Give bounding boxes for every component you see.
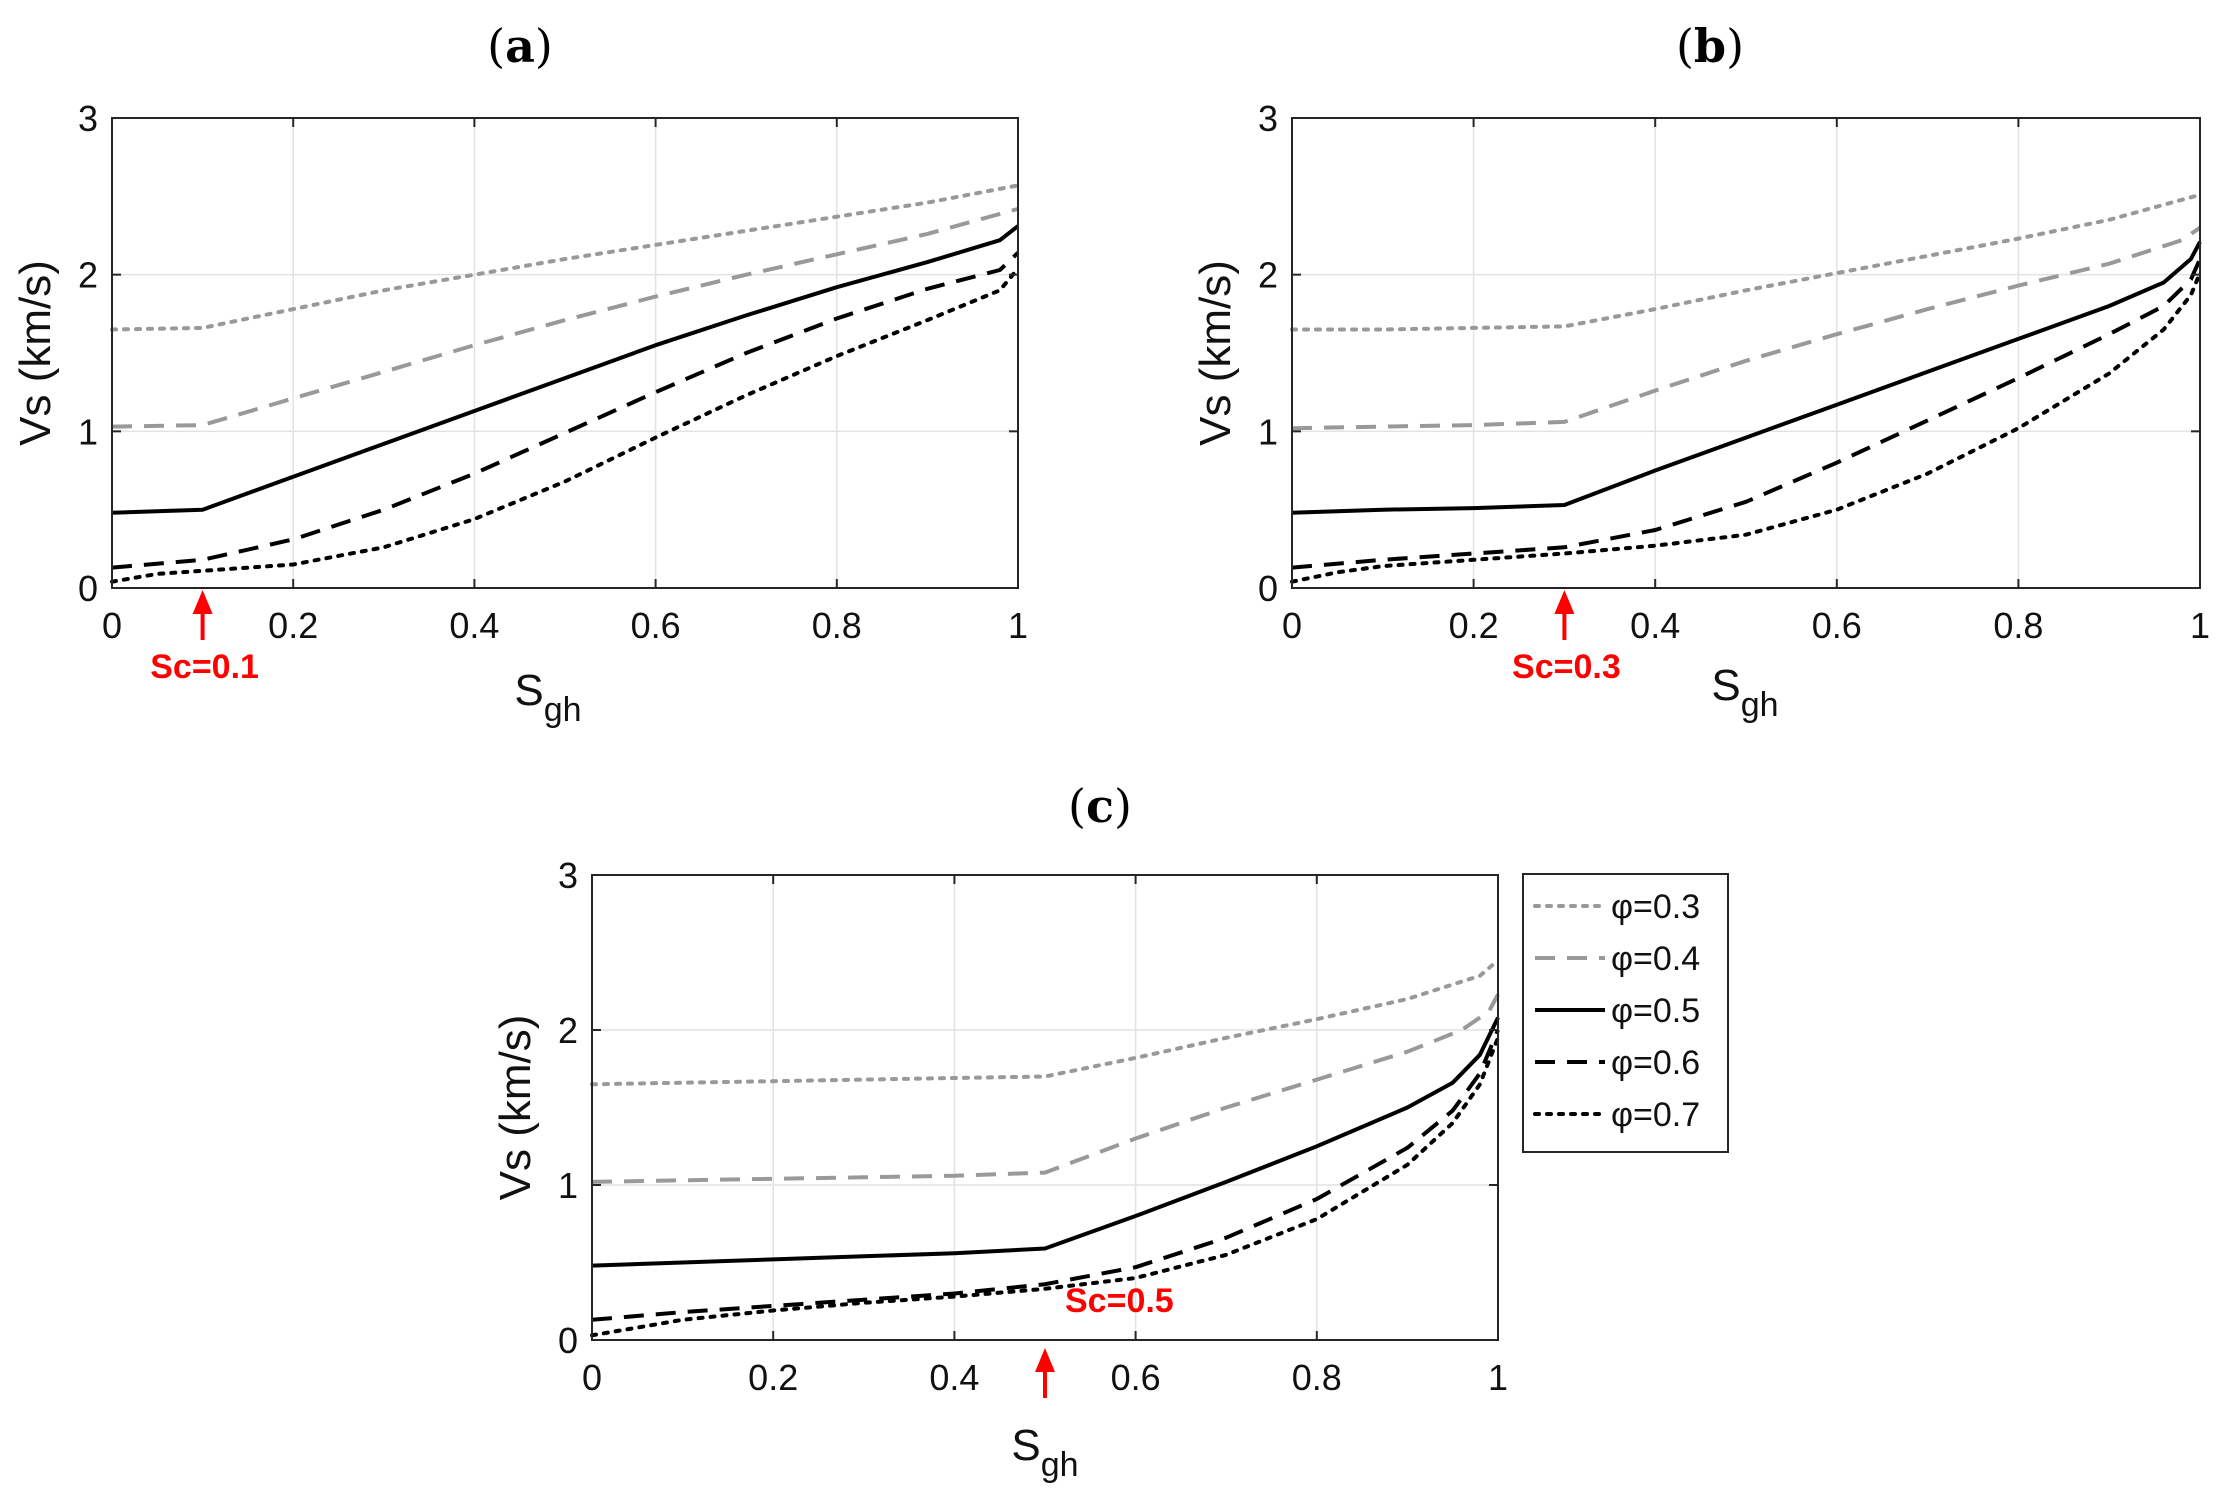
panel-letter: a [505,19,535,73]
y-tick-label: 0 [558,1320,578,1361]
y-tick-label: 2 [1258,255,1278,296]
chart-panel-c: (c) 0 0.2 0.4 0.6 0.8 1 0 1 2 3 Vs (km/s) Sgh Sc=0.5 [491,779,1508,1484]
y-tick-label: 2 [78,255,98,296]
y-tick-label: 1 [1258,411,1278,452]
x-tick-label: 0.4 [929,1357,979,1398]
y-axis-title: Vs (km/s) [1191,260,1240,446]
legend: φ=0.3 φ=0.4 φ=0.5 φ=0.6 φ=0.7 [1522,873,1729,1153]
series-line-φ=0.5 [591,1016,1500,1268]
y-tick-label: 3 [558,855,578,896]
series-line-φ=0.5 [111,224,1020,515]
plot-area [592,875,1498,1340]
x-tick-label: 1 [1488,1357,1508,1398]
sc-annotation: Sc=0.5 [1065,1282,1174,1320]
x-tick-label: 0.6 [631,605,681,646]
x-axis-title-main: S [1011,1421,1040,1470]
x-tick-label: 0 [102,605,122,646]
x-axis-title: Sgh [1011,1421,1078,1484]
legend-label: φ=0.6 [1611,1044,1700,1082]
y-tick-label: 0 [78,568,98,609]
y-tick-label: 3 [78,98,98,139]
series-line-φ=0.7 [590,1035,1500,1338]
y-tick-label: 0 [1258,568,1278,609]
series-line-φ=0.5 [1291,240,2202,515]
axes-frame [591,874,1499,1341]
sc-annotation: Sc=0.1 [150,648,259,686]
panel-letter: b [1694,19,1726,73]
y-tick-label: 3 [1258,98,1278,139]
chart-panel-b: (b) 0 0.2 0.4 0.6 0.8 1 0 1 2 3 Vs (km/s) Sgh Sc=0.3 [1191,19,2210,724]
y-tick-label: 1 [558,1165,578,1206]
x-tick-label: 0.8 [812,605,862,646]
plot-area [1292,118,2200,588]
sc-annotation: Sc=0.3 [1512,648,1621,686]
legend-label: φ=0.5 [1611,992,1700,1030]
axes-frame [111,117,1019,589]
x-axis-title: Sgh [514,666,581,729]
series-line-φ=0.4 [1291,226,2202,431]
series-line-φ=0.6 [591,1029,1500,1322]
x-tick-label: 1 [2190,605,2210,646]
panel-letter: c [1086,779,1114,833]
y-axis-title: Vs (km/s) [11,260,60,446]
x-axis-title-main: S [514,666,543,715]
y-axis-title: Vs (km/s) [491,1015,540,1201]
sc-arrow-head [1554,590,1575,614]
series-line-φ=0.3 [110,183,1020,332]
x-tick-label: 0.4 [1630,605,1680,646]
legend-label: φ=0.4 [1611,940,1700,978]
chart-panel-a: (a) 0 0.2 0.4 0.6 0.8 1 0 1 2 3 Vs (km/s) Sgh Sc=0.1 [11,19,1028,729]
panel-label: (a) [487,19,553,73]
x-axis-title-subscript: gh [1041,1446,1079,1484]
y-tick-label: 1 [78,411,98,452]
series-line-φ=0.7 [110,266,1020,584]
series-line-φ=0.7 [1290,271,2202,584]
series-line-φ=0.4 [111,206,1019,429]
series-line-φ=0.4 [591,993,1500,1184]
sc-arrow-head [192,590,213,614]
panel-label: (b) [1676,19,1744,73]
x-tick-label: 0.6 [1812,605,1862,646]
x-axis-title-subscript: gh [544,691,582,729]
series-line-φ=0.3 [590,958,1500,1087]
x-tick-label: 0.4 [449,605,499,646]
legend-label: φ=0.7 [1611,1096,1700,1134]
x-tick-label: 0 [1282,605,1302,646]
y-tick-label: 2 [558,1010,578,1051]
x-tick-label: 0.2 [748,1357,798,1398]
axes-frame [1291,117,2201,589]
series-line-φ=0.3 [1290,192,2202,332]
legend-label: φ=0.3 [1611,888,1700,926]
x-axis-title: Sgh [1711,661,1778,724]
series-line-φ=0.6 [111,251,1020,570]
x-tick-label: 1 [1008,605,1028,646]
sc-arrow-head [1035,1348,1055,1372]
series-line-φ=0.6 [1291,258,2202,570]
x-tick-label: 0.8 [1993,605,2043,646]
x-tick-label: 0.6 [1111,1357,1161,1398]
x-tick-label: 0.2 [268,605,318,646]
x-tick-label: 0 [582,1357,602,1398]
x-axis-title-subscript: gh [1741,686,1779,724]
x-tick-label: 0.2 [1449,605,1499,646]
panel-label: (c) [1068,779,1132,833]
plot-area [112,118,1018,588]
x-tick-label: 0.8 [1292,1357,1342,1398]
legend-box [1522,873,1729,1153]
x-axis-title-main: S [1711,661,1740,710]
